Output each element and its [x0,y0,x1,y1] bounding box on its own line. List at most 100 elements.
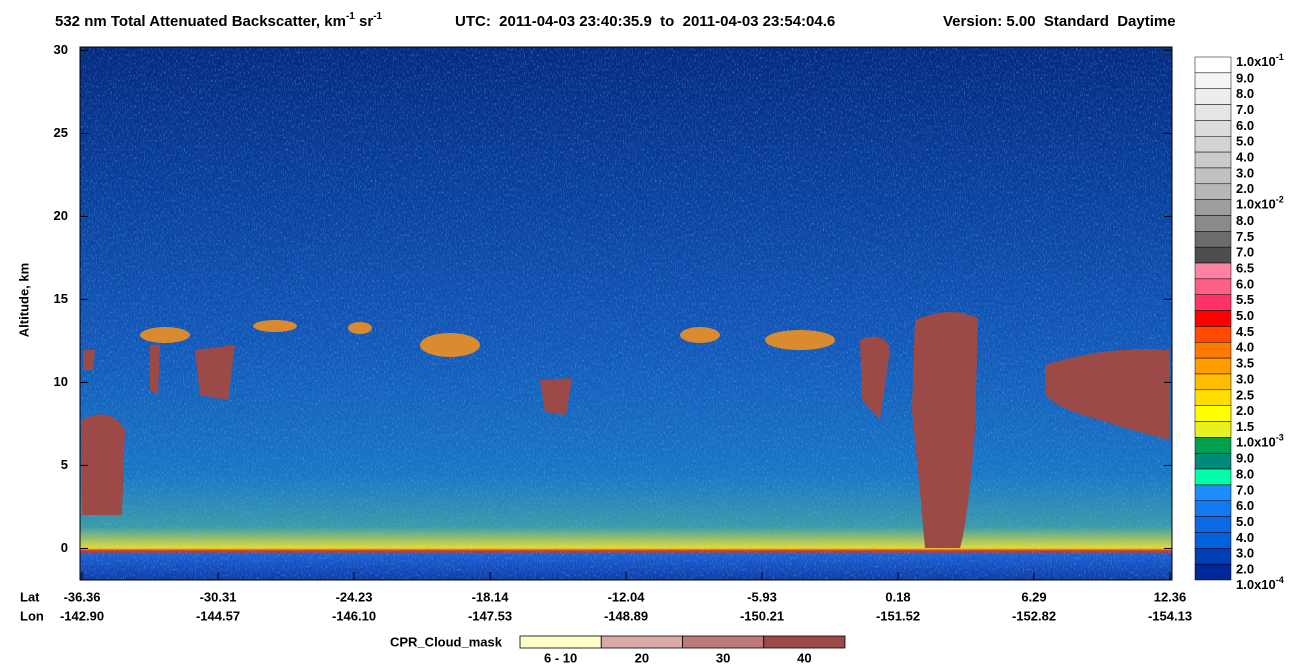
backscatter-texture [80,47,1172,580]
x-tick-label: 6.29 [1021,589,1046,604]
x-tick-label: -154.13 [1148,608,1192,623]
y-tick-label: 0 [61,540,68,555]
title-part: -1 [346,11,355,22]
colorbar-label-exp: -3 [1276,433,1284,443]
colorbar-band [1194,500,1232,517]
colorbar-band [1194,135,1232,153]
colorbar-band [1194,405,1232,422]
colorbar-label: 1.0x10-2 [1236,195,1284,212]
y-tick-label: 15 [54,291,68,306]
colorbar-label-base: 1.0x10 [1236,197,1276,212]
colorbar-label: 8.0 [1236,466,1254,481]
colorbar-band [1194,88,1232,105]
x-tick-label: -152.82 [1012,608,1056,623]
colorbar-band [1194,548,1232,565]
colorbar-label-base: 1.0x10 [1236,54,1276,69]
x-tick-label: 0.18 [885,589,910,604]
x-row-name: Lon [20,608,44,623]
colorbar-band [1194,484,1232,502]
colorbar-band [1194,532,1232,549]
x-tick-label: -18.14 [472,589,510,604]
title: 532 nm Total Attenuated Backscatter, km-… [55,11,1176,30]
colorbar-label: 7.0 [1236,482,1254,497]
plot-area [79,46,1173,581]
x-row-name: Lat [20,589,40,604]
title-part: 532 nm Total Attenuated Backscatter, km [55,13,346,30]
colorbar-band [1194,452,1232,470]
colorbar-label: 1.5 [1236,419,1254,434]
x-tick-label: 12.36 [1154,589,1187,604]
cloud-mask-label: 20 [635,650,649,665]
colorbar-band [1194,437,1232,454]
cloud-mask-swatch [682,635,765,649]
colorbar-label: 1.0x10-3 [1236,433,1284,450]
colorbar-band [1194,342,1232,359]
colorbar-label-exp: -4 [1276,575,1284,585]
axes: 0 5 10 15 20 25 30 Lat -36.36 -30.31 -24.23 -18.14 -… [20,42,1192,624]
colorbar-label: 7.0 [1236,102,1254,117]
colorbar-label: 9.0 [1236,70,1254,85]
cloud-mask-label: 40 [797,650,811,665]
x-tick-label: -142.90 [60,608,104,623]
cloud-mask-swatch [519,635,602,649]
colorbar-band [1194,231,1232,248]
colorbar-label: 4.5 [1236,324,1254,339]
colorbar-label: 6.0 [1236,498,1254,513]
colorbar-label: 4.0 [1236,340,1254,355]
colorbar-band [1194,120,1232,137]
high-clouds [140,320,835,357]
y-axis-label: Altitude, km [16,263,31,337]
colorbar-label: 1.0x10-4 [1236,575,1284,592]
colorbar-label: 4.0 [1236,530,1254,545]
colorbar-label: 7.5 [1236,229,1254,244]
y-tick-label: 25 [54,125,68,140]
cloud-mask-title: CPR_Cloud_mask [390,634,503,649]
colorbar-band [1194,215,1232,232]
x-tick-label: -36.36 [64,589,101,604]
cloud-mask-swatch [763,635,846,649]
colorbar-label-base: 1.0x10 [1236,577,1276,592]
colorbar-label: 7.0 [1236,245,1254,260]
colorbar-band [1194,373,1232,391]
x-tick-label: -144.57 [196,608,240,623]
colorbar-label-exp: -1 [1276,52,1284,62]
x-tick-label: -151.52 [876,608,920,623]
colorbar-band [1194,246,1232,264]
colorbar-label: 9.0 [1236,451,1254,466]
y-tick-label: 20 [54,208,68,223]
chart-title: 532 nm Total Attenuated Backscatter, km-… [55,11,383,30]
colorbar-label: 2.5 [1236,387,1254,402]
x-tick-label: -24.23 [336,589,373,604]
colorbar-band [1194,183,1232,200]
utc-range: UTC: 2011-04-03 23:40:35.9 to 2011-04-03… [455,13,835,30]
colorbar-label: 5.5 [1236,292,1254,307]
colorbar-band [1194,72,1232,89]
cloud-mask-label: 30 [716,650,730,665]
x-tick-label: -146.10 [332,608,376,623]
title-part: sr [355,13,374,30]
colorbar-band [1194,389,1232,406]
colorbar-band [1194,278,1232,295]
colorbar-band [1194,326,1232,343]
colorbar-band [1194,310,1232,327]
cpr-clouds [82,311,1170,548]
cloud-mask-label: 6 - 10 [544,650,577,665]
y-tick-label: 10 [54,374,68,389]
x-tick-label: -147.53 [468,608,512,623]
colorbar-label: 3.5 [1236,356,1254,371]
title-part: -1 [373,11,382,22]
colorbar-label: 2.0 [1236,181,1254,196]
colorbar-label: 2.0 [1236,562,1254,577]
colorbar-band [1194,167,1232,185]
colorbar-label-base: 1.0x10 [1236,435,1276,450]
colorbar-band [1194,294,1232,311]
x-tick-label: -5.93 [747,589,777,604]
y-tick-label: 30 [54,42,68,57]
colorbar-label: 6.0 [1236,118,1254,133]
colorbar-label: 5.0 [1236,514,1254,529]
y-tick-label: 5 [61,457,68,472]
colorbar-band [1194,104,1232,121]
colorbar-label-exp: -2 [1276,195,1284,205]
colorbar-label: 3.0 [1236,546,1254,561]
